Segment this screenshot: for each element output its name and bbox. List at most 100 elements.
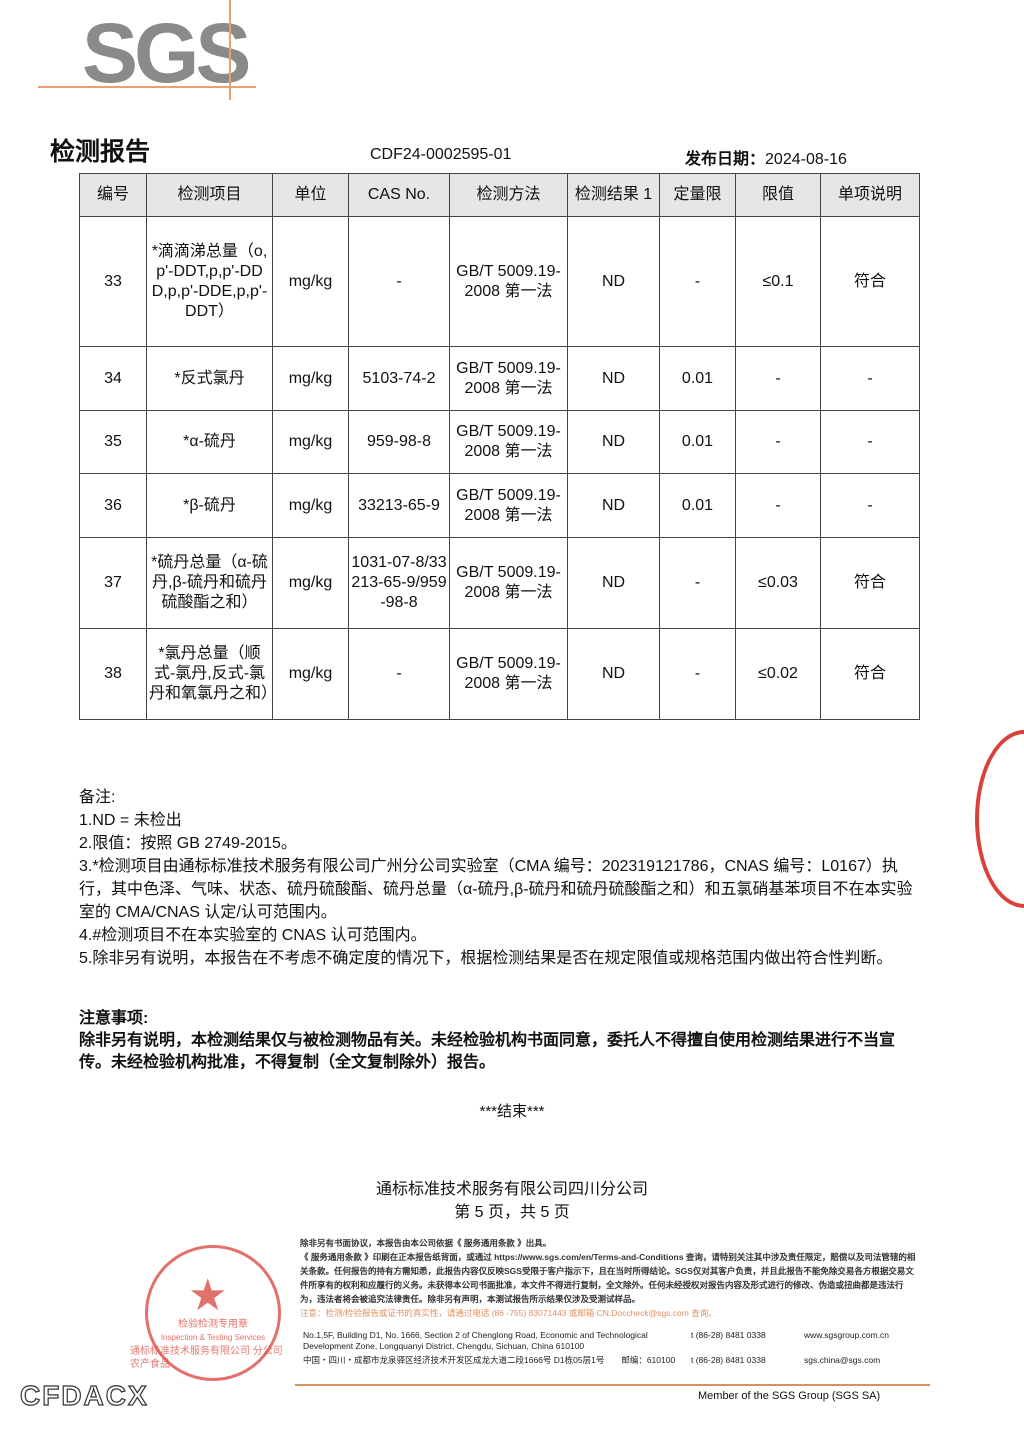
report-number: CDF24-0002595-01	[370, 146, 512, 163]
date-label: 发布日期：	[685, 151, 766, 168]
table-cell: *氯丹总量（顺式-氯丹,反式-氯丹和氧氯丹之和）	[146, 628, 277, 720]
sgs-logo: SGS	[82, 6, 251, 100]
fine-line: 《 服务通用条款 》印刷在正本报告纸背面，或通过 https://www.sgs…	[300, 1252, 916, 1304]
column-header: 定量限	[659, 173, 736, 217]
column-header: 检测结果 1	[567, 173, 660, 217]
note-line: 3.*检测项目由通标标准技术服务有限公司广州分公司实验室（CMA 编号：2023…	[79, 858, 913, 921]
side-stamp	[975, 730, 1024, 908]
table-cell: *反式氯丹	[146, 346, 273, 411]
header-row: 编号 检测项目 单位 CAS No. 检测方法 检测结果 1 定量限 限值 单项说明	[79, 173, 920, 217]
stamp-caption: 通标标准技术服务有限公司 分公司 农产食品	[130, 1345, 295, 1371]
notes: 备注: 1.ND = 未检出 2.限值：按照 GB 2749-2015。 3.*检测项…	[79, 786, 924, 970]
table-cell: mg/kg	[272, 628, 349, 720]
tel: t (86-28) 8481 0338	[691, 1355, 766, 1365]
stamp-caption-line: 通标标准技术服务有限公司 分公司	[130, 1346, 283, 1357]
table-cell: -	[659, 216, 736, 347]
column-header: 限值	[735, 173, 821, 217]
column-header: 检测项目	[146, 173, 273, 217]
table-cell: -	[348, 628, 450, 720]
table-cell: 符合	[820, 537, 920, 629]
table-cell: *硫丹总量（α-硫丹,β-硫丹和硫丹硫酸酯之和）	[146, 537, 273, 629]
table-cell: GB/T 5009.19-2008 第一法	[449, 628, 568, 720]
stamp-center: 检验检测专用章 Inspection & Testing Services	[148, 1318, 278, 1344]
table-cell: 36	[79, 473, 147, 538]
table-cell: ≤0.03	[735, 537, 821, 629]
watermark: CFDACX	[19, 1379, 149, 1411]
address-row: 中国・四川・成都市龙泉驿区经济技术开发区成龙大道二段1666号 D1栋05层1号…	[303, 1355, 923, 1366]
table-cell: 33	[79, 216, 147, 347]
table-row: 38 *氯丹总量（顺式-氯丹,反式-氯丹和氧氯丹之和） mg/kg - GB/T 500…	[79, 628, 920, 720]
table-cell: -	[735, 346, 821, 411]
table-row: 37 *硫丹总量（α-硫丹,β-硫丹和硫丹硫酸酯之和） mg/kg 1031-07-8…	[79, 537, 920, 629]
stamp-text: 检验检测专用章	[178, 1319, 248, 1330]
table-cell: GB/T 5009.19-2008 第一法	[449, 473, 568, 538]
issue-date: 发布日期：2024-08-16	[685, 145, 847, 169]
column-header: 单项说明	[820, 173, 920, 217]
email: sgs.china@sgs.com	[804, 1355, 881, 1365]
fine-line: 除非另有书面协议，本报告由本公司依据《 服务通用条款 》出具。	[300, 1238, 552, 1248]
table-cell: mg/kg	[272, 410, 349, 474]
page-title: 检测报告	[50, 138, 151, 166]
official-stamp: ★ 检验检测专用章 Inspection & Testing Services	[145, 1245, 281, 1381]
table-cell: -	[820, 473, 920, 538]
table-cell: -	[348, 216, 450, 347]
table-cell: 38	[79, 628, 147, 720]
stamp-caption-line: 农产食品	[130, 1359, 170, 1370]
table-row: 33 *滴滴涕总量（o,p'-DDT,p,p'-DDD,p,p'-DDE,p,p'…	[79, 216, 920, 347]
table-cell: 959-98-8	[348, 410, 450, 474]
table-cell: mg/kg	[272, 216, 349, 347]
table-cell: mg/kg	[272, 537, 349, 629]
company-name: 通标标准技术服务有限公司四川分公司	[375, 1181, 648, 1198]
note-line: 4.#检测项目不在本实验室的 CNAS 认可范围内。	[79, 927, 427, 944]
table-cell: 33213-65-9	[348, 473, 450, 538]
star-icon: ★	[188, 1271, 228, 1320]
attention-line: 除非另有说明，本检测结果仅与被检测物品有关。未经检验机构书面同意，委托人不得擅自…	[79, 1032, 896, 1071]
table-cell: mg/kg	[272, 473, 349, 538]
date-value: 2024-08-16	[765, 151, 847, 168]
table-cell: GB/T 5009.19-2008 第一法	[449, 216, 568, 347]
table-cell: 1031-07-8/33213-65-9/959-98-8	[348, 537, 450, 629]
note-line: 5.除非另有说明，本报告在不考虑不确定度的情况下，根据检测结果是否在规定限值或规…	[79, 950, 893, 967]
column-header: 单位	[272, 173, 349, 217]
table-row: 35 *α-硫丹 mg/kg 959-98-8 GB/T 5009.19-2008 第一…	[79, 410, 920, 474]
logo-divider	[38, 86, 256, 88]
logo-divider	[229, 0, 231, 100]
address-en: No.1,5F, Building D1, No. 1666, Section …	[303, 1330, 648, 1351]
table-cell: ND	[567, 537, 660, 629]
table-cell: ND	[567, 473, 660, 538]
table-cell: *β-硫丹	[146, 473, 273, 538]
address-row: No.1,5F, Building D1, No. 1666, Section …	[303, 1330, 923, 1352]
note-line: 2.限值：按照 GB 2749-2015。	[79, 835, 297, 852]
note-line: 1.ND = 未检出	[79, 812, 182, 829]
results-table: 编号 检测项目 单位 CAS No. 检测方法 检测结果 1 定量限 限值 单项说明 33 *滴滴…	[79, 173, 920, 720]
table-cell: ND	[567, 410, 660, 474]
address-block: No.1,5F, Building D1, No. 1666, Section …	[303, 1330, 923, 1369]
table-cell: mg/kg	[272, 346, 349, 411]
table-cell: -	[735, 473, 821, 538]
table-cell: GB/T 5009.19-2008 第一法	[449, 410, 568, 474]
fine-print: 除非另有书面协议，本报告由本公司依据《 服务通用条款 》出具。 《 服务通用条款…	[300, 1236, 920, 1320]
attention-line: 注意事项:	[79, 1010, 149, 1027]
note-line: 备注:	[79, 789, 116, 806]
address-cn: 中国・四川・成都市龙泉驿区经济技术开发区成龙大道二段1666号 D1栋05层1号…	[303, 1355, 676, 1365]
table-cell: 35	[79, 410, 147, 474]
column-header: CAS No.	[348, 173, 450, 217]
table-cell: -	[820, 410, 920, 474]
table-cell: GB/T 5009.19-2008 第一法	[449, 537, 568, 629]
table-row: 34 *反式氯丹 mg/kg 5103-74-2 GB/T 5009.19-2008 第…	[79, 346, 920, 411]
table-cell: -	[659, 628, 736, 720]
table-cell: ND	[567, 628, 660, 720]
table-cell: ND	[567, 216, 660, 347]
column-header: 检测方法	[449, 173, 568, 217]
table-cell: ≤0.02	[735, 628, 821, 720]
table-cell: 符合	[820, 216, 920, 347]
end-marker: ***结束***	[479, 1103, 545, 1120]
table-cell: ND	[567, 346, 660, 411]
table-cell: -	[735, 410, 821, 474]
footer-divider	[295, 1384, 930, 1386]
table-cell: 0.01	[659, 473, 736, 538]
table-cell: ≤0.1	[735, 216, 821, 347]
table-cell: GB/T 5009.19-2008 第一法	[449, 346, 568, 411]
tel: t (86-28) 8481 0338	[691, 1330, 766, 1340]
